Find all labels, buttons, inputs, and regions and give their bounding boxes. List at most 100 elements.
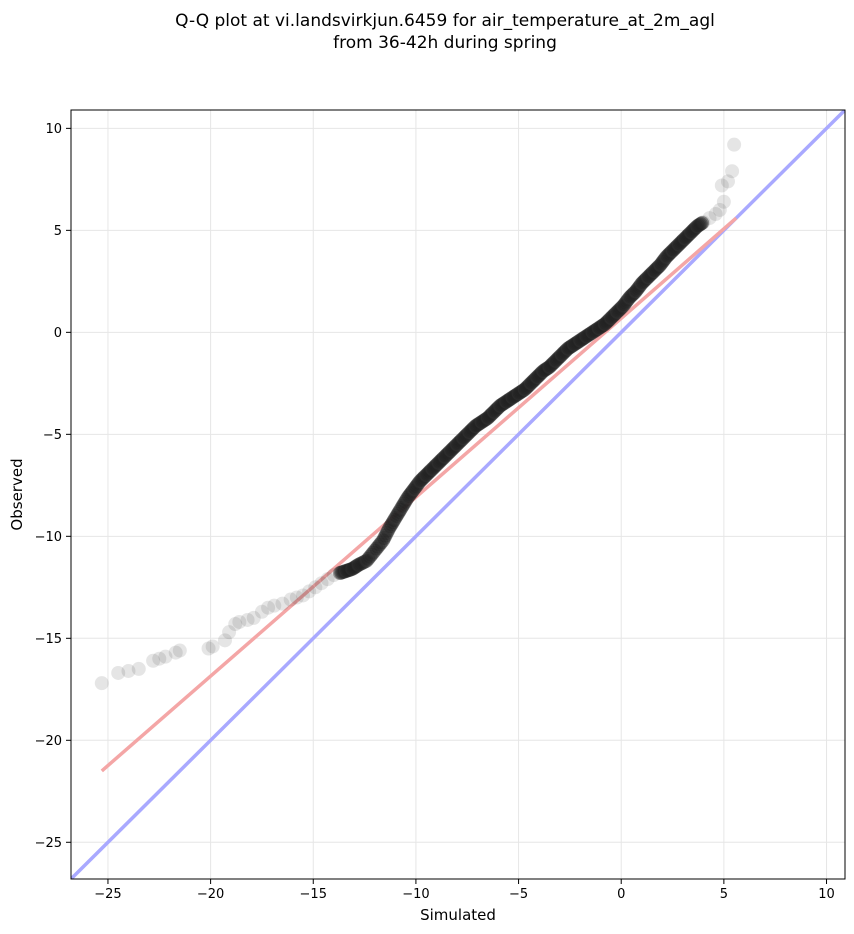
data-point [536,364,551,379]
data-point [568,336,583,351]
data-point [295,588,310,603]
data-point [515,384,530,399]
data-point [691,218,706,233]
data-point [552,350,567,365]
data-point [369,541,384,556]
data-point [232,614,247,629]
data-point [558,344,573,359]
data-point [504,391,519,406]
data-point [522,377,537,392]
data-point [463,424,478,439]
data-point [616,298,631,313]
data-point [597,317,612,332]
data-point [585,325,600,340]
x-tick-label: −25 [94,887,121,902]
data-point [201,641,216,656]
data-point [480,411,495,426]
data-point [452,435,467,450]
data-point [546,356,561,371]
data-point [516,383,531,398]
data-point [541,360,556,375]
data-point [374,535,389,550]
data-point [438,448,453,463]
x-tick-label: −10 [402,887,429,902]
data-point [495,397,510,412]
data-point [359,553,374,568]
data-point [410,477,425,492]
data-point [417,469,432,484]
data-point [514,384,529,399]
data-point [619,293,634,308]
data-point [240,612,255,627]
data-point [172,643,187,658]
data-point [608,306,623,321]
data-point [517,382,532,397]
data-point [624,288,639,303]
data-point [623,289,638,304]
data-point [632,279,647,294]
data-point [429,458,444,473]
data-point [553,348,568,363]
data-point [510,387,525,402]
data-point [344,562,359,577]
data-point [527,372,542,387]
data-point [496,396,511,411]
data-point [660,248,675,263]
data-point [602,312,617,327]
data-point [384,517,399,532]
data-point [658,251,673,266]
data-point [430,457,445,472]
data-point [367,543,382,558]
data-point [376,533,391,548]
data-point [677,231,692,246]
data-point [502,392,517,407]
data-point [302,584,317,599]
data-point [435,452,450,467]
data-point [668,241,683,256]
data-point [339,563,354,578]
data-point [152,651,167,666]
data-point [590,322,605,337]
data-point [414,473,429,488]
data-point [725,164,740,179]
data-point [599,315,614,330]
data-point [400,490,415,505]
data-point [351,557,366,572]
y-tick-label: −15 [35,632,62,647]
reference-lines [71,110,845,879]
data-point [665,243,680,258]
data-point [382,521,397,536]
data-point [486,404,501,419]
data-point [347,560,362,575]
data-point [348,559,363,574]
data-point [592,320,607,335]
data-point [601,313,616,328]
y-tick-label: 10 [45,122,62,137]
data-point [712,202,727,217]
data-point [531,368,546,383]
data-point [571,334,586,349]
fit-line [100,216,738,773]
data-point [482,409,497,424]
data-point [681,227,696,242]
data-point [404,485,419,500]
data-point [686,222,701,237]
x-tick-label: −15 [300,887,327,902]
data-point [408,480,423,495]
data-point [670,238,685,253]
data-point [544,357,559,372]
data-point [397,496,412,511]
data-point [267,598,282,613]
data-point [342,562,357,577]
data-point [692,217,707,232]
data-point [674,235,689,250]
data-point [586,324,601,339]
data-point [682,226,697,241]
data-point [456,431,471,446]
data-point [574,332,589,347]
data-point [283,592,298,607]
data-point [584,326,599,341]
data-point [462,425,477,440]
data-point [499,394,514,409]
data-point [389,508,404,523]
